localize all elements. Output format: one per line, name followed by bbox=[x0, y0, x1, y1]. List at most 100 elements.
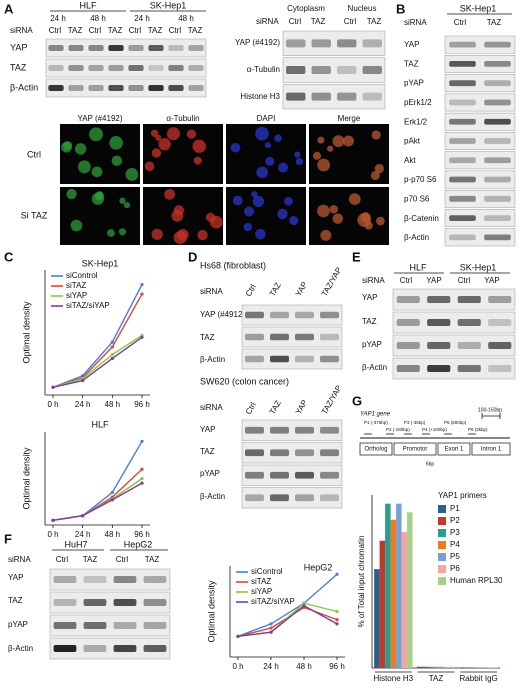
label: SK-Hep1 bbox=[460, 3, 497, 13]
blot-band bbox=[270, 355, 289, 363]
point bbox=[110, 498, 114, 502]
legend-label: siControl bbox=[66, 271, 98, 280]
blot-band bbox=[53, 576, 77, 583]
cell bbox=[274, 134, 282, 142]
cell bbox=[264, 142, 271, 149]
blot-band bbox=[143, 645, 167, 652]
cell bbox=[294, 151, 301, 158]
panel-label: B bbox=[396, 1, 405, 16]
bar bbox=[401, 532, 408, 668]
label: TAZ bbox=[487, 18, 502, 27]
blot-band bbox=[484, 99, 511, 106]
label: TAZ bbox=[68, 26, 83, 35]
blot-band bbox=[449, 80, 476, 87]
label: HLF bbox=[409, 262, 427, 272]
blot-band bbox=[68, 65, 84, 71]
label: YAP (#4192) bbox=[77, 114, 122, 123]
blot-band bbox=[168, 85, 184, 91]
label: pYAP bbox=[404, 79, 424, 88]
label: siRNA bbox=[362, 276, 385, 285]
cell bbox=[327, 145, 334, 152]
blot-band bbox=[484, 234, 511, 241]
cell bbox=[371, 130, 381, 140]
blot-strip bbox=[45, 58, 207, 78]
blot-band bbox=[449, 234, 476, 241]
legend-swatch bbox=[438, 553, 446, 561]
series-line bbox=[237, 606, 338, 637]
gene-region bbox=[359, 442, 393, 456]
chart-title: HLF bbox=[91, 419, 109, 429]
blot-strip bbox=[49, 568, 171, 591]
blot-band bbox=[48, 45, 64, 51]
cell bbox=[89, 127, 103, 142]
label: β-Actin bbox=[8, 644, 33, 653]
blot-band bbox=[286, 66, 306, 74]
legend-label: P1 bbox=[450, 504, 460, 513]
bar bbox=[449, 666, 456, 668]
blot-band bbox=[83, 645, 107, 652]
cell bbox=[61, 141, 72, 153]
cell bbox=[265, 156, 275, 166]
blot-band bbox=[457, 365, 481, 372]
label: Histone H3 bbox=[240, 92, 280, 101]
blot-band bbox=[320, 471, 339, 479]
blot-band bbox=[320, 449, 339, 457]
blot-band bbox=[488, 342, 512, 349]
cell bbox=[123, 202, 131, 209]
label: TAZ bbox=[108, 26, 123, 35]
blot-band bbox=[484, 215, 511, 221]
point bbox=[269, 622, 273, 626]
cell bbox=[255, 126, 269, 141]
panel-label: F bbox=[4, 531, 12, 546]
legend-label: siYAP bbox=[66, 291, 87, 300]
blot-band bbox=[128, 45, 144, 51]
label: YAP bbox=[294, 398, 310, 416]
label: TAZ bbox=[200, 447, 215, 456]
blot-band bbox=[337, 39, 357, 48]
label: 24 h bbox=[134, 14, 150, 23]
blot-band bbox=[88, 45, 104, 51]
label: HepG2 bbox=[124, 539, 153, 549]
blot-band bbox=[128, 85, 144, 91]
blot-band bbox=[449, 61, 476, 67]
legend-title: YAP1 primers bbox=[438, 491, 487, 500]
cell bbox=[284, 196, 293, 206]
cell bbox=[173, 230, 187, 245]
bar bbox=[396, 503, 402, 668]
point bbox=[110, 340, 114, 344]
blot-strip bbox=[444, 228, 516, 247]
label: TAZ bbox=[83, 555, 98, 564]
point bbox=[110, 490, 114, 495]
label: Akt bbox=[404, 156, 416, 165]
point bbox=[236, 634, 240, 638]
blot-strip bbox=[444, 35, 516, 54]
label: TAZ bbox=[148, 26, 163, 35]
x-tick-label: Rabbit IgG bbox=[460, 674, 498, 683]
label: siRNA bbox=[256, 17, 279, 26]
cell bbox=[278, 162, 289, 173]
label: YAP (#4192) bbox=[235, 38, 280, 47]
legend-label: P6 bbox=[450, 564, 460, 573]
cell bbox=[295, 158, 303, 166]
blot-band bbox=[270, 311, 289, 319]
blot-strip bbox=[444, 170, 516, 189]
point bbox=[335, 572, 339, 576]
label: Ctrl bbox=[116, 555, 129, 564]
label: α-Tubulin bbox=[247, 65, 280, 74]
blot-band bbox=[108, 85, 124, 91]
blot-band bbox=[148, 85, 164, 91]
label: P1 (-376bp) bbox=[364, 420, 388, 425]
x-tick-label: 96 h bbox=[329, 662, 345, 671]
blot-band bbox=[457, 342, 481, 349]
label: siRNA bbox=[404, 18, 427, 27]
y-label: % of Total input chromatin bbox=[357, 536, 366, 628]
blot-band bbox=[68, 45, 84, 51]
label: YAP bbox=[8, 573, 23, 582]
blot-strip bbox=[241, 304, 343, 326]
label: pAkt bbox=[404, 137, 421, 146]
cell bbox=[74, 143, 87, 155]
cell bbox=[317, 136, 325, 144]
legend-swatch bbox=[438, 565, 446, 573]
blot-band bbox=[245, 449, 264, 457]
blot-band bbox=[427, 319, 451, 326]
